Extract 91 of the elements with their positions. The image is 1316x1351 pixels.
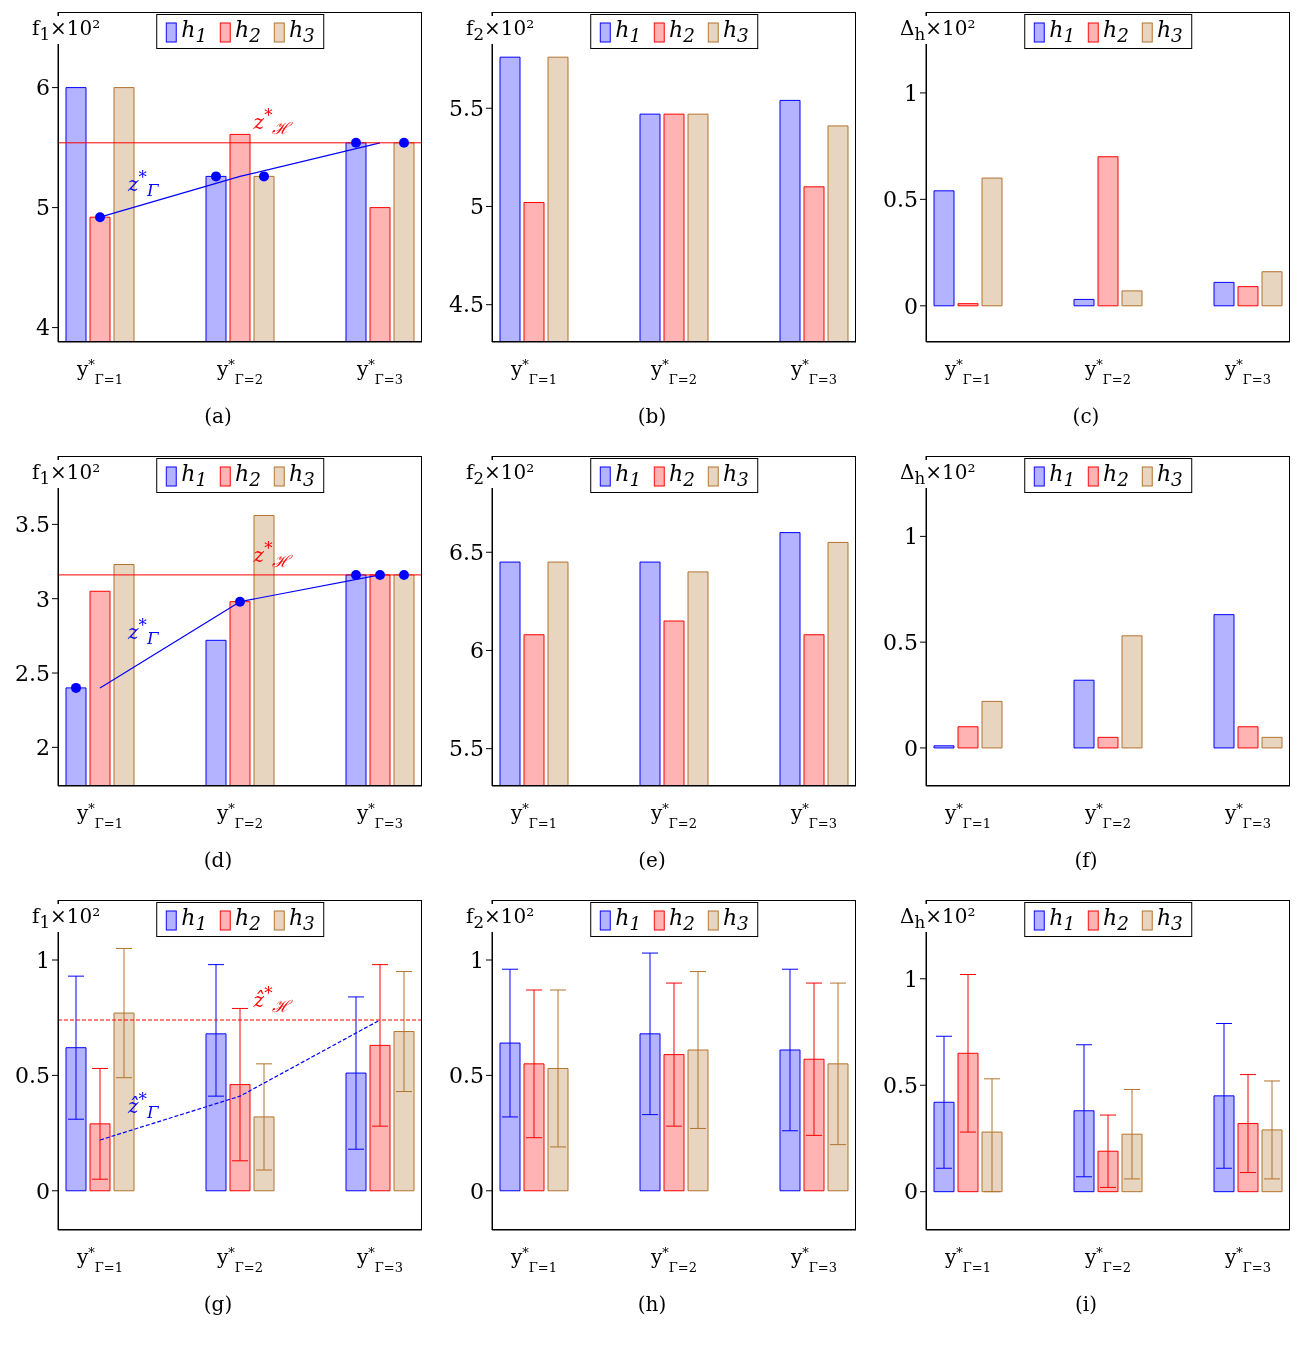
bar (1097, 736, 1119, 749)
bar (1213, 281, 1235, 307)
y-tick-label: 6 (470, 638, 484, 664)
y-axis-title: Δ$_{h}$×10² (900, 904, 976, 932)
y-tick-label: 2.5 (15, 660, 50, 686)
legend-label: h$_{3}$ (1156, 17, 1183, 47)
y-tick-label: 5 (470, 194, 484, 220)
bar (1237, 726, 1259, 749)
y-tick-label: 4.5 (449, 292, 484, 318)
y-axis-title: f$_{1}$×10² (32, 904, 101, 932)
legend-label: h$_{1}$ (181, 461, 208, 491)
legend-label: h$_{1}$ (615, 461, 642, 491)
legend-label: h$_{3}$ (1156, 905, 1183, 935)
legend-label: h$_{2}$ (1103, 905, 1129, 935)
y-tick-label: 3.5 (15, 512, 50, 538)
y-tick-label: 0 (904, 735, 918, 761)
legend-label: h$_{3}$ (288, 905, 315, 935)
legend-label: h$_{3}$ (722, 17, 749, 47)
bar (1097, 156, 1119, 307)
bar (981, 700, 1003, 749)
text: (i) (1074, 1292, 1097, 1316)
bar (1073, 679, 1095, 749)
legend-label: h$_{1}$ (1049, 17, 1076, 47)
legend-label: h$_{1}$ (1049, 461, 1076, 491)
legend-label: h$_{1}$ (181, 17, 208, 47)
text: (e) (638, 848, 666, 872)
text: (b) (637, 404, 667, 428)
y-tick-label: 1 (904, 80, 918, 106)
y-tick-label: 2 (36, 735, 50, 761)
y-tick-label: 0.5 (449, 1063, 484, 1089)
y-tick-label: 5.5 (449, 736, 484, 762)
text: (a) (204, 404, 232, 428)
y-tick-label: 0.5 (883, 187, 918, 213)
bar (957, 303, 979, 307)
bar (933, 745, 955, 749)
legend-label: h$_{3}$ (722, 461, 749, 491)
bar (1213, 614, 1235, 749)
legend-label: h$_{2}$ (1103, 17, 1129, 47)
y-tick-label: 1 (470, 947, 484, 973)
y-axis-title: Δ$_{h}$×10² (900, 460, 976, 488)
y-tick-label: 1 (904, 966, 918, 992)
y-tick-label: 1 (36, 947, 50, 973)
text: (f) (1074, 848, 1098, 872)
y-tick-label: 0.5 (883, 1073, 918, 1099)
y-tick-label: 1 (904, 524, 918, 550)
legend-label: h$_{2}$ (235, 461, 261, 491)
legend-label: h$_{3}$ (722, 905, 749, 935)
legend-label: h$_{2}$ (669, 17, 695, 47)
legend-label: h$_{3}$ (1156, 461, 1183, 491)
y-tick-label: 3 (36, 586, 50, 612)
legend-label: h$_{3}$ (288, 17, 315, 47)
legend-label: h$_{2}$ (669, 905, 695, 935)
legend-label: h$_{2}$ (1103, 461, 1129, 491)
y-axis-title: f$_{2}$×10² (466, 460, 535, 488)
bar (1121, 635, 1143, 749)
y-tick-label: 4 (36, 315, 50, 341)
bar (1261, 271, 1283, 307)
y-tick-label: 6.5 (449, 540, 484, 566)
bar (1073, 298, 1095, 307)
legend-label: h$_{2}$ (235, 905, 261, 935)
y-axis-title: f$_{1}$×10² (32, 460, 101, 488)
y-tick-label: 0 (904, 293, 918, 319)
y-tick-label: 6 (36, 75, 50, 101)
y-tick-label: 0 (904, 1179, 918, 1205)
y-tick-label: 0 (36, 1178, 50, 1204)
bar (981, 177, 1003, 307)
text: (d) (203, 848, 233, 872)
y-axis-title: f$_{2}$×10² (466, 904, 535, 932)
bar (957, 726, 979, 749)
bar (933, 190, 955, 307)
y-axis-title: Δ$_{h}$×10² (900, 16, 976, 44)
text: (g) (203, 1292, 233, 1316)
text: (h) (637, 1292, 667, 1316)
y-tick-label: 0.5 (883, 629, 918, 655)
legend-label: h$_{3}$ (288, 461, 315, 491)
y-tick-label: 0.5 (15, 1063, 50, 1089)
y-tick-label: 5.5 (449, 96, 484, 122)
bar (1237, 286, 1259, 307)
y-axis-title: f$_{2}$×10² (466, 16, 535, 44)
legend-label: h$_{2}$ (235, 17, 261, 47)
legend-label: h$_{1}$ (1049, 905, 1076, 935)
legend-label: h$_{1}$ (615, 17, 642, 47)
legend-label: h$_{1}$ (615, 905, 642, 935)
bar (1121, 290, 1143, 307)
legend-label: h$_{2}$ (669, 461, 695, 491)
bar (1261, 736, 1283, 749)
y-axis-title: f$_{1}$×10² (32, 16, 101, 44)
y-tick-label: 5 (36, 195, 50, 221)
text: (c) (1072, 404, 1100, 428)
legend-label: h$_{1}$ (181, 905, 208, 935)
y-tick-label: 0 (470, 1178, 484, 1204)
